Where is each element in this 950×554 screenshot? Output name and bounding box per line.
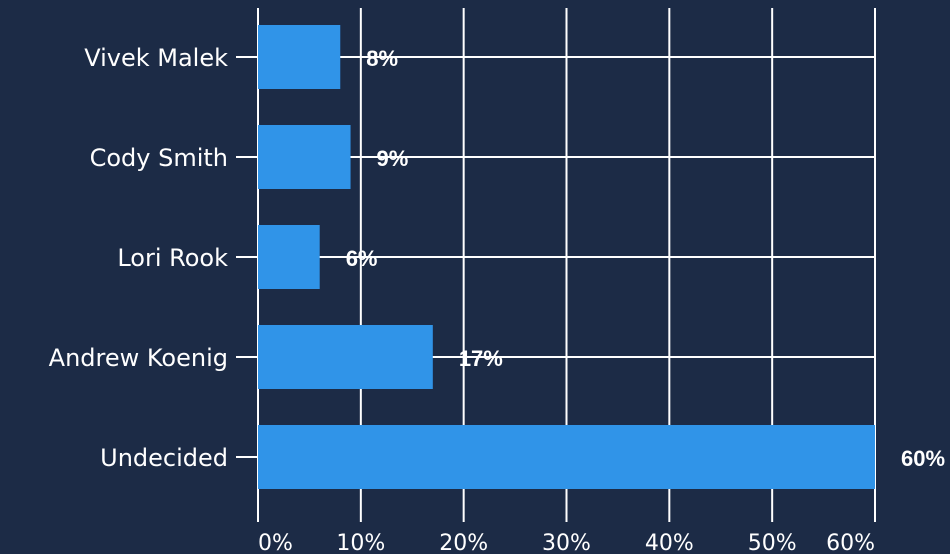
x-tick-label: 60% <box>826 531 875 554</box>
bar-lori-rook <box>258 225 320 289</box>
value-label: 9% <box>377 146 409 171</box>
bar-layer <box>258 25 875 489</box>
category-label: Lori Rook <box>117 244 228 272</box>
category-label: Cody Smith <box>90 144 228 172</box>
x-tick-label: 50% <box>748 531 797 554</box>
x-tick-label: 0% <box>258 531 293 554</box>
value-label: 17% <box>459 346 503 371</box>
bar-andrew-koenig <box>258 325 433 389</box>
category-label: Andrew Koenig <box>49 344 228 372</box>
bar-cody-smith <box>258 125 351 189</box>
x-tick-label: 30% <box>542 531 591 554</box>
bar-undecided <box>258 425 875 489</box>
value-label: 6% <box>346 246 378 271</box>
bar-vivek-malek <box>258 25 341 89</box>
value-label: 8% <box>366 46 398 71</box>
category-label: Vivek Malek <box>84 44 228 72</box>
category-label: Undecided <box>100 444 228 472</box>
x-tick-label: 40% <box>645 531 694 554</box>
label-layer: 0% 10% 20% 30% 40% 50% 60% Vivek Malek 8% Cody Sm… <box>49 44 945 554</box>
value-label: 60% <box>901 446 945 471</box>
x-tick-label: 20% <box>439 531 488 554</box>
x-tick-label: 10% <box>336 531 385 554</box>
